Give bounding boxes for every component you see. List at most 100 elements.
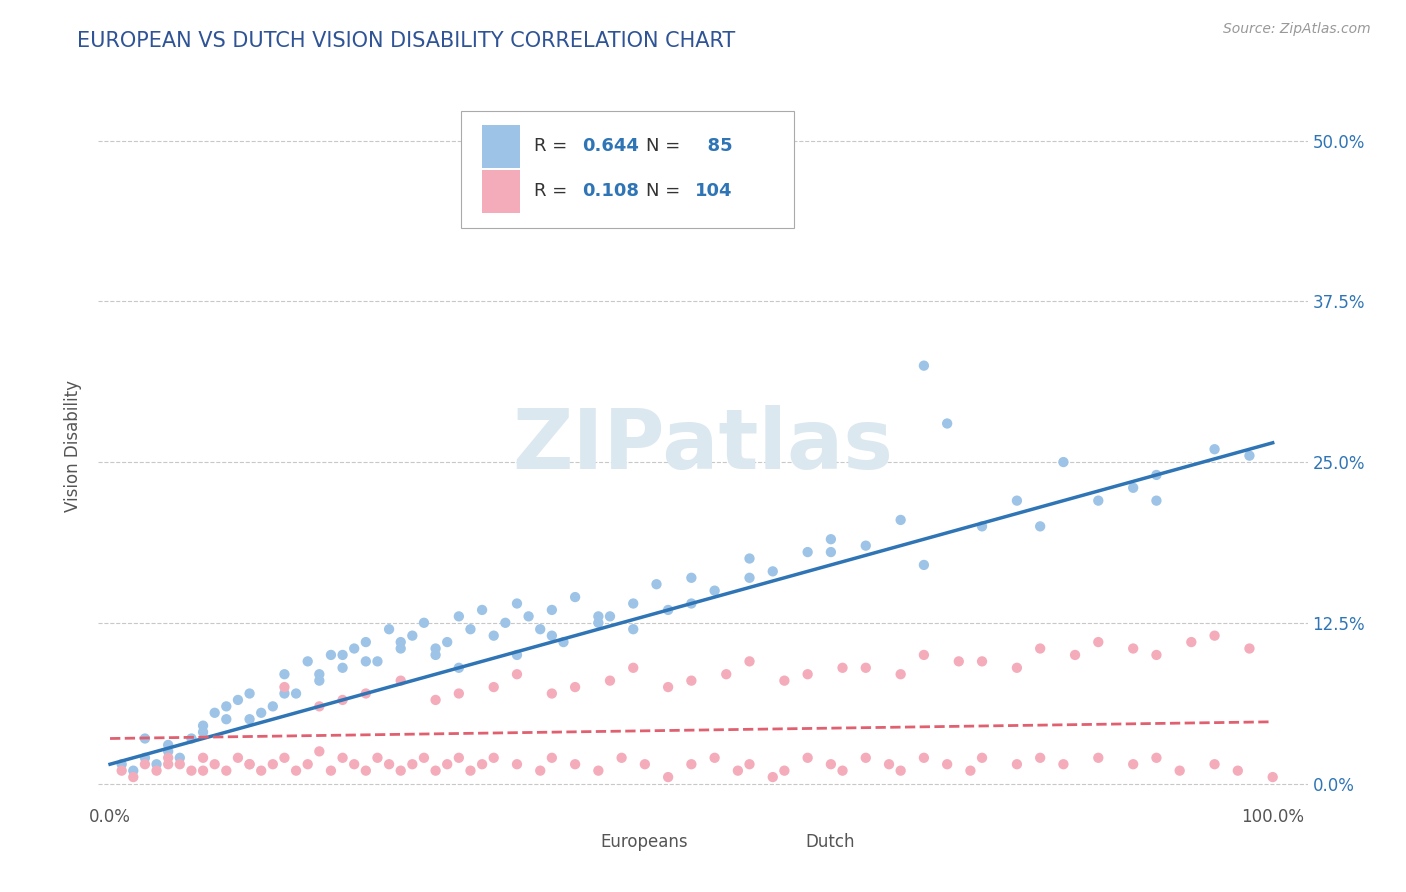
Point: [134, 757, 156, 772]
Point: [250, 764, 273, 778]
Point: [273, 686, 295, 700]
Point: [1029, 751, 1052, 765]
Text: 104: 104: [695, 182, 733, 200]
Point: [948, 654, 970, 668]
Text: 0.644: 0.644: [582, 137, 638, 155]
Point: [820, 533, 842, 547]
Point: [1239, 449, 1261, 463]
Point: [191, 764, 214, 778]
Point: [239, 757, 262, 772]
Point: [1087, 635, 1109, 649]
Point: [389, 635, 412, 649]
Point: [239, 757, 262, 772]
Point: [506, 648, 529, 662]
Point: [1261, 770, 1284, 784]
Point: [681, 597, 703, 611]
Text: Source: ZipAtlas.com: Source: ZipAtlas.com: [1223, 22, 1371, 37]
Point: [262, 699, 284, 714]
Point: [681, 757, 703, 772]
Point: [540, 629, 562, 643]
Point: [297, 654, 319, 668]
Point: [471, 603, 494, 617]
Point: [1052, 455, 1074, 469]
FancyBboxPatch shape: [482, 169, 520, 212]
Point: [855, 661, 877, 675]
Point: [599, 673, 621, 688]
Point: [820, 757, 842, 772]
Point: [343, 757, 366, 772]
Point: [273, 751, 295, 765]
Point: [716, 667, 738, 681]
Point: [936, 757, 959, 772]
Point: [553, 635, 575, 649]
Point: [169, 757, 191, 772]
Point: [1005, 661, 1028, 675]
Point: [425, 764, 447, 778]
Point: [773, 673, 796, 688]
Point: [855, 751, 877, 765]
Point: [762, 565, 785, 579]
Point: [273, 667, 295, 681]
Point: [912, 558, 935, 572]
Point: [425, 648, 447, 662]
Point: [588, 609, 610, 624]
Point: [621, 597, 644, 611]
Point: [1029, 641, 1052, 656]
Point: [308, 699, 330, 714]
Point: [389, 641, 412, 656]
Text: EUROPEAN VS DUTCH VISION DISABILITY CORRELATION CHART: EUROPEAN VS DUTCH VISION DISABILITY CORR…: [77, 31, 735, 51]
Point: [378, 757, 401, 772]
Point: [157, 751, 180, 765]
Point: [285, 764, 308, 778]
Point: [1239, 641, 1261, 656]
Point: [831, 764, 853, 778]
Point: [366, 751, 388, 765]
Point: [703, 583, 725, 598]
FancyBboxPatch shape: [561, 830, 586, 855]
Point: [447, 609, 470, 624]
Point: [1144, 648, 1167, 662]
Text: 0.108: 0.108: [582, 182, 640, 200]
Point: [1144, 751, 1167, 765]
Point: [389, 673, 412, 688]
Point: [366, 654, 388, 668]
Point: [482, 629, 505, 643]
Point: [401, 629, 423, 643]
Point: [738, 571, 761, 585]
Point: [262, 757, 284, 772]
Point: [831, 661, 853, 675]
Point: [204, 706, 226, 720]
Point: [215, 699, 238, 714]
Point: [308, 667, 330, 681]
Point: [436, 757, 458, 772]
Point: [425, 693, 447, 707]
Point: [204, 757, 226, 772]
Point: [506, 757, 529, 772]
Point: [1168, 764, 1191, 778]
Point: [657, 770, 679, 784]
Text: N =: N =: [647, 182, 686, 200]
Point: [738, 551, 761, 566]
Point: [378, 622, 401, 636]
Point: [1064, 648, 1087, 662]
Point: [1122, 757, 1144, 772]
Text: Europeans: Europeans: [600, 833, 688, 851]
Point: [796, 751, 818, 765]
Point: [703, 751, 725, 765]
Point: [890, 513, 912, 527]
Point: [169, 751, 191, 765]
Point: [343, 641, 366, 656]
Point: [506, 597, 529, 611]
Point: [191, 751, 214, 765]
Point: [460, 622, 482, 636]
Point: [332, 693, 354, 707]
Point: [122, 770, 145, 784]
Point: [540, 603, 562, 617]
Text: 85: 85: [695, 137, 733, 155]
Point: [588, 764, 610, 778]
Point: [215, 764, 238, 778]
Point: [226, 751, 249, 765]
Point: [912, 751, 935, 765]
Point: [564, 757, 586, 772]
Point: [634, 757, 657, 772]
